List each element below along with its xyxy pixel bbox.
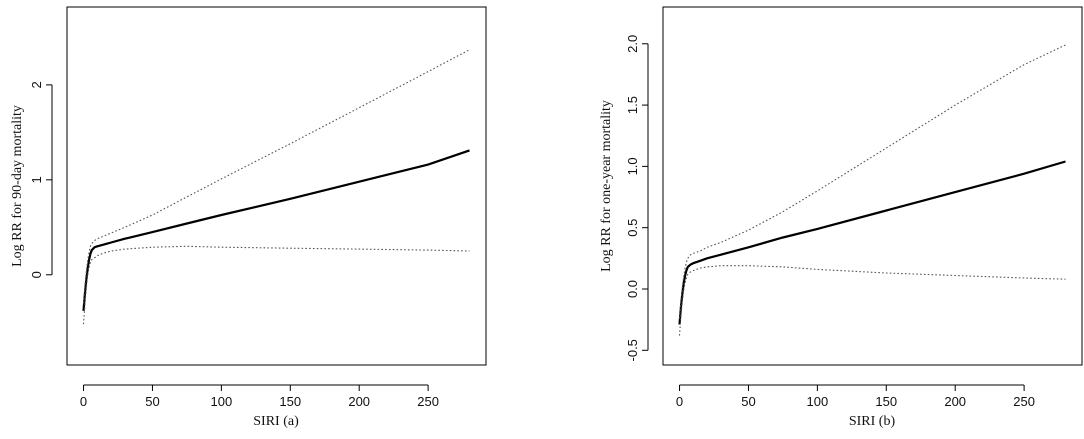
y-tick-label: 1.5	[625, 96, 640, 114]
chart-panel-a: 0 50 100 150 200 250 0 1 2 SIRI (a) Log RR for …	[10, 6, 487, 429]
x-tick-label: 0	[80, 394, 87, 409]
plot-frame-a	[66, 6, 487, 366]
x-axis-title-b: SIRI (b)	[849, 414, 896, 429]
x-tick-label: 50	[145, 394, 159, 409]
series-layer-b	[678, 44, 1066, 336]
x-tick-label: 100	[807, 394, 829, 409]
x-axis-b: 0 50 100 150 200 250	[676, 384, 1035, 409]
chart-panel-b: 0 50 100 150 200 250 -0.5 0.0 0.5 1.0 1.5 2.0 SIRI…	[599, 6, 1083, 429]
x-tick-label: 250	[417, 394, 439, 409]
upper-ci-curve-a	[82, 49, 470, 304]
x-axis-title-a: SIRI (a)	[253, 414, 299, 429]
x-tick-label: 0	[676, 394, 683, 409]
x-tick-label: 150	[875, 394, 897, 409]
lower-ci-curve-b	[678, 265, 1066, 336]
x-tick-label: 50	[741, 394, 755, 409]
x-axis-a: 0 50 100 150 200 250	[80, 384, 439, 409]
plot-frame-b	[662, 6, 1083, 366]
x-tick-label: 200	[348, 394, 370, 409]
y-tick-label: 0.5	[625, 219, 640, 237]
y-tick-label: 0	[29, 271, 44, 278]
x-tick-label: 250	[1013, 394, 1035, 409]
y-tick-label: -0.5	[625, 339, 640, 361]
fitted-curve-a	[82, 149, 470, 311]
y-axis-title-a: Log RR for 90-day mortality	[10, 105, 25, 267]
y-tick-label: 0.0	[625, 280, 640, 298]
y-axis-title-b: Log RR for one-year mortality	[599, 100, 614, 272]
y-axis-b: -0.5 0.0 0.5 1.0 1.5 2.0	[625, 35, 649, 361]
y-tick-label: 2	[29, 81, 44, 88]
lower-ci-curve-a	[82, 245, 470, 325]
y-tick-label: 1.0	[625, 157, 640, 175]
x-tick-label: 100	[211, 394, 233, 409]
y-axis-a: 0 1 2	[29, 81, 53, 278]
y-tick-label: 2.0	[625, 35, 640, 53]
y-tick-label: 1	[29, 176, 44, 183]
x-tick-label: 150	[279, 394, 301, 409]
series-layer-a	[82, 49, 470, 325]
x-tick-label: 200	[944, 394, 966, 409]
fitted-curve-b	[678, 160, 1066, 325]
upper-ci-curve-b	[678, 44, 1066, 319]
